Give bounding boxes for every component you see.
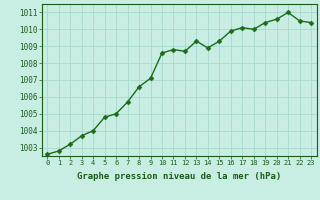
X-axis label: Graphe pression niveau de la mer (hPa): Graphe pression niveau de la mer (hPa) — [77, 172, 281, 181]
